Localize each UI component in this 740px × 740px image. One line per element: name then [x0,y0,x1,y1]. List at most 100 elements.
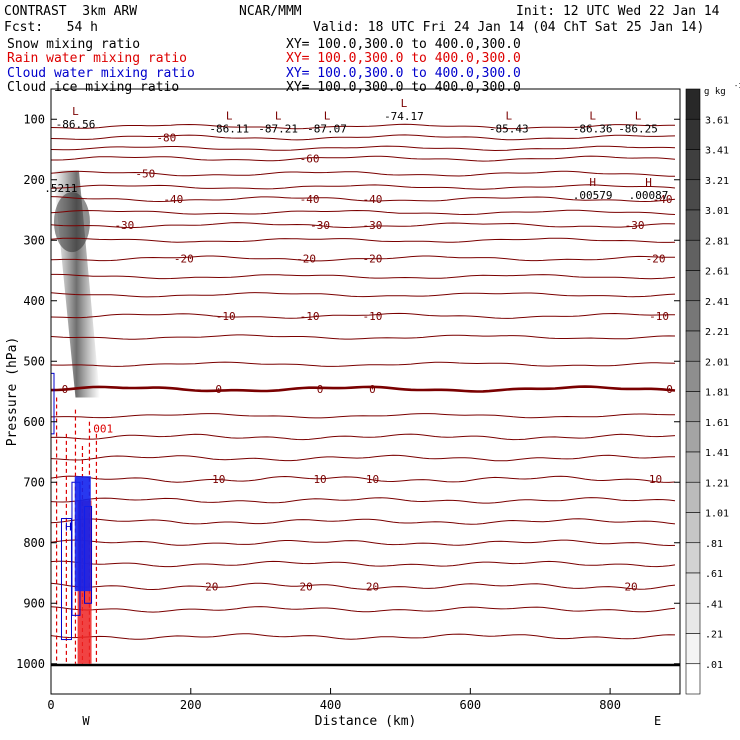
colorbar-cell [685,602,701,634]
isotherm-line [51,433,676,441]
colorbar-tick-label: 2.81 [705,236,729,247]
isotherm-line-0 [51,385,676,393]
isotherm-label: 0 [666,383,673,396]
isotherm-label: -30 [363,219,383,232]
isotherm-label: 0 [215,383,222,396]
x-tick-label: 600 [459,698,481,712]
isotherm-line [51,123,676,130]
isotherm-label: 20 [205,580,218,593]
isotherm-line [51,539,676,547]
extremum-mark: L [275,109,282,122]
colorbar-tick-label: .61 [705,569,723,580]
colorbar-cell [685,633,701,665]
colorbar-tick-label: 1.81 [705,388,729,399]
legend-snow-xy: XY= 100.0,300.0 to 400.0,300.0 [286,37,521,52]
init-time: Init: 12 UTC Wed 22 Jan 14 [516,4,720,19]
extremum-mark: L [324,109,331,122]
isotherm-label: 10 [313,473,326,486]
x-tick-label: 0 [47,698,54,712]
isotherm-label: 20 [624,580,637,593]
extremum-mark: L [635,109,642,122]
isotherm-line [51,145,676,152]
extremum-mark: L [72,105,79,118]
isotherm-label: -20 [296,252,316,265]
extremum-mark: L [401,97,408,110]
colorbar-cell [685,481,701,513]
center-name: NCAR/MMM [239,4,302,19]
isotherm-label: -20 [363,252,383,265]
colorbar-cell [685,542,701,574]
extremum-mark: H [589,176,596,189]
extremum-mark: L [589,109,596,122]
extremum-value: -86.56 [56,118,96,131]
isotherm-line [51,413,675,419]
colorbar-cell [685,451,701,483]
isotherm-label: 10 [366,473,379,486]
colorbar-cell [685,391,701,423]
isotherm-label: -20 [646,252,666,265]
isotherm-line [51,361,676,367]
extremum-value: -86.11 [209,122,249,135]
isotherm-line-10 [51,475,676,483]
extremum-value: -87.07 [307,122,347,135]
extremum-value: -85.43 [489,122,529,135]
legend-rain-xy: XY= 100.0,300.0 to 400.0,300.0 [286,51,521,66]
colorbar-cell [685,270,701,302]
colorbar-cell [685,512,701,544]
colorbar-tick-label: .41 [705,599,723,610]
isotherm-label: -60 [300,153,320,166]
colorbar-tick-label: 1.21 [705,478,729,489]
isotherm-label: 20 [299,580,312,593]
cloud-high-mark: H [65,521,72,534]
colorbar-unit-exponent: -1 [734,82,740,90]
isotherm-line--40 [51,196,676,203]
isotherm-line-20 [51,582,676,591]
isotherm-label: 0 [369,383,376,396]
y-tick-label: 200 [23,173,45,187]
colorbar-cell [685,149,701,181]
x-tick-label: 800 [599,698,621,712]
colorbar-cell [685,360,701,392]
isotherm-line [51,292,676,298]
isotherm-label: -50 [135,168,155,181]
y-tick-label: 600 [23,415,45,429]
isotherm-label: -10 [649,310,669,323]
plot-frame [50,88,681,695]
east-end-label: E [654,714,661,728]
colorbar-tick-label: 3.21 [705,176,729,187]
isotherm-label: -40 [653,193,673,206]
legend-snow-label: Snow mixing ratio [7,37,141,52]
isotherm-line--80 [51,134,676,141]
extremum-mark: L [505,109,512,122]
isotherm-line [51,560,676,568]
isotherm-label: 10 [649,473,662,486]
isotherm-line--10 [51,312,675,319]
colorbar-tick-label: 1.61 [705,418,729,429]
isotherm-label: -30 [310,219,330,232]
isotherm-label: 10 [212,473,225,486]
cloud-water-contour [60,518,72,641]
cloud-water-core [74,476,91,592]
model-title: CONTRAST 3km ARW [4,4,138,19]
legend-rain-label: Rain water mixing ratio [7,51,188,66]
isotherm-label: -10 [300,310,320,323]
y-tick-label: 1000 [16,657,45,671]
isotherm-line [51,518,676,525]
rain-value-label: .001 [87,423,114,436]
isotherm-line--20 [51,255,675,262]
colorbar-cell [685,330,701,362]
colorbar-cell [685,88,701,120]
legend-cloud-water-label: Cloud water mixing ratio [7,66,195,81]
y-tick-label: 400 [23,294,45,308]
colorbar-cell [685,118,701,150]
extremum-value: -86.36 [573,122,613,135]
isotherm-label: -40 [300,193,320,206]
extremum-value: .00087 [629,189,669,202]
colorbar-cell [685,239,701,271]
isotherm-line [51,454,675,462]
isotherm-label: -10 [363,310,383,323]
x-axis-label: Distance (km) [315,714,417,729]
colorbar-tick-label: 2.41 [705,297,729,308]
colorbar-tick-label: 3.01 [705,206,729,217]
